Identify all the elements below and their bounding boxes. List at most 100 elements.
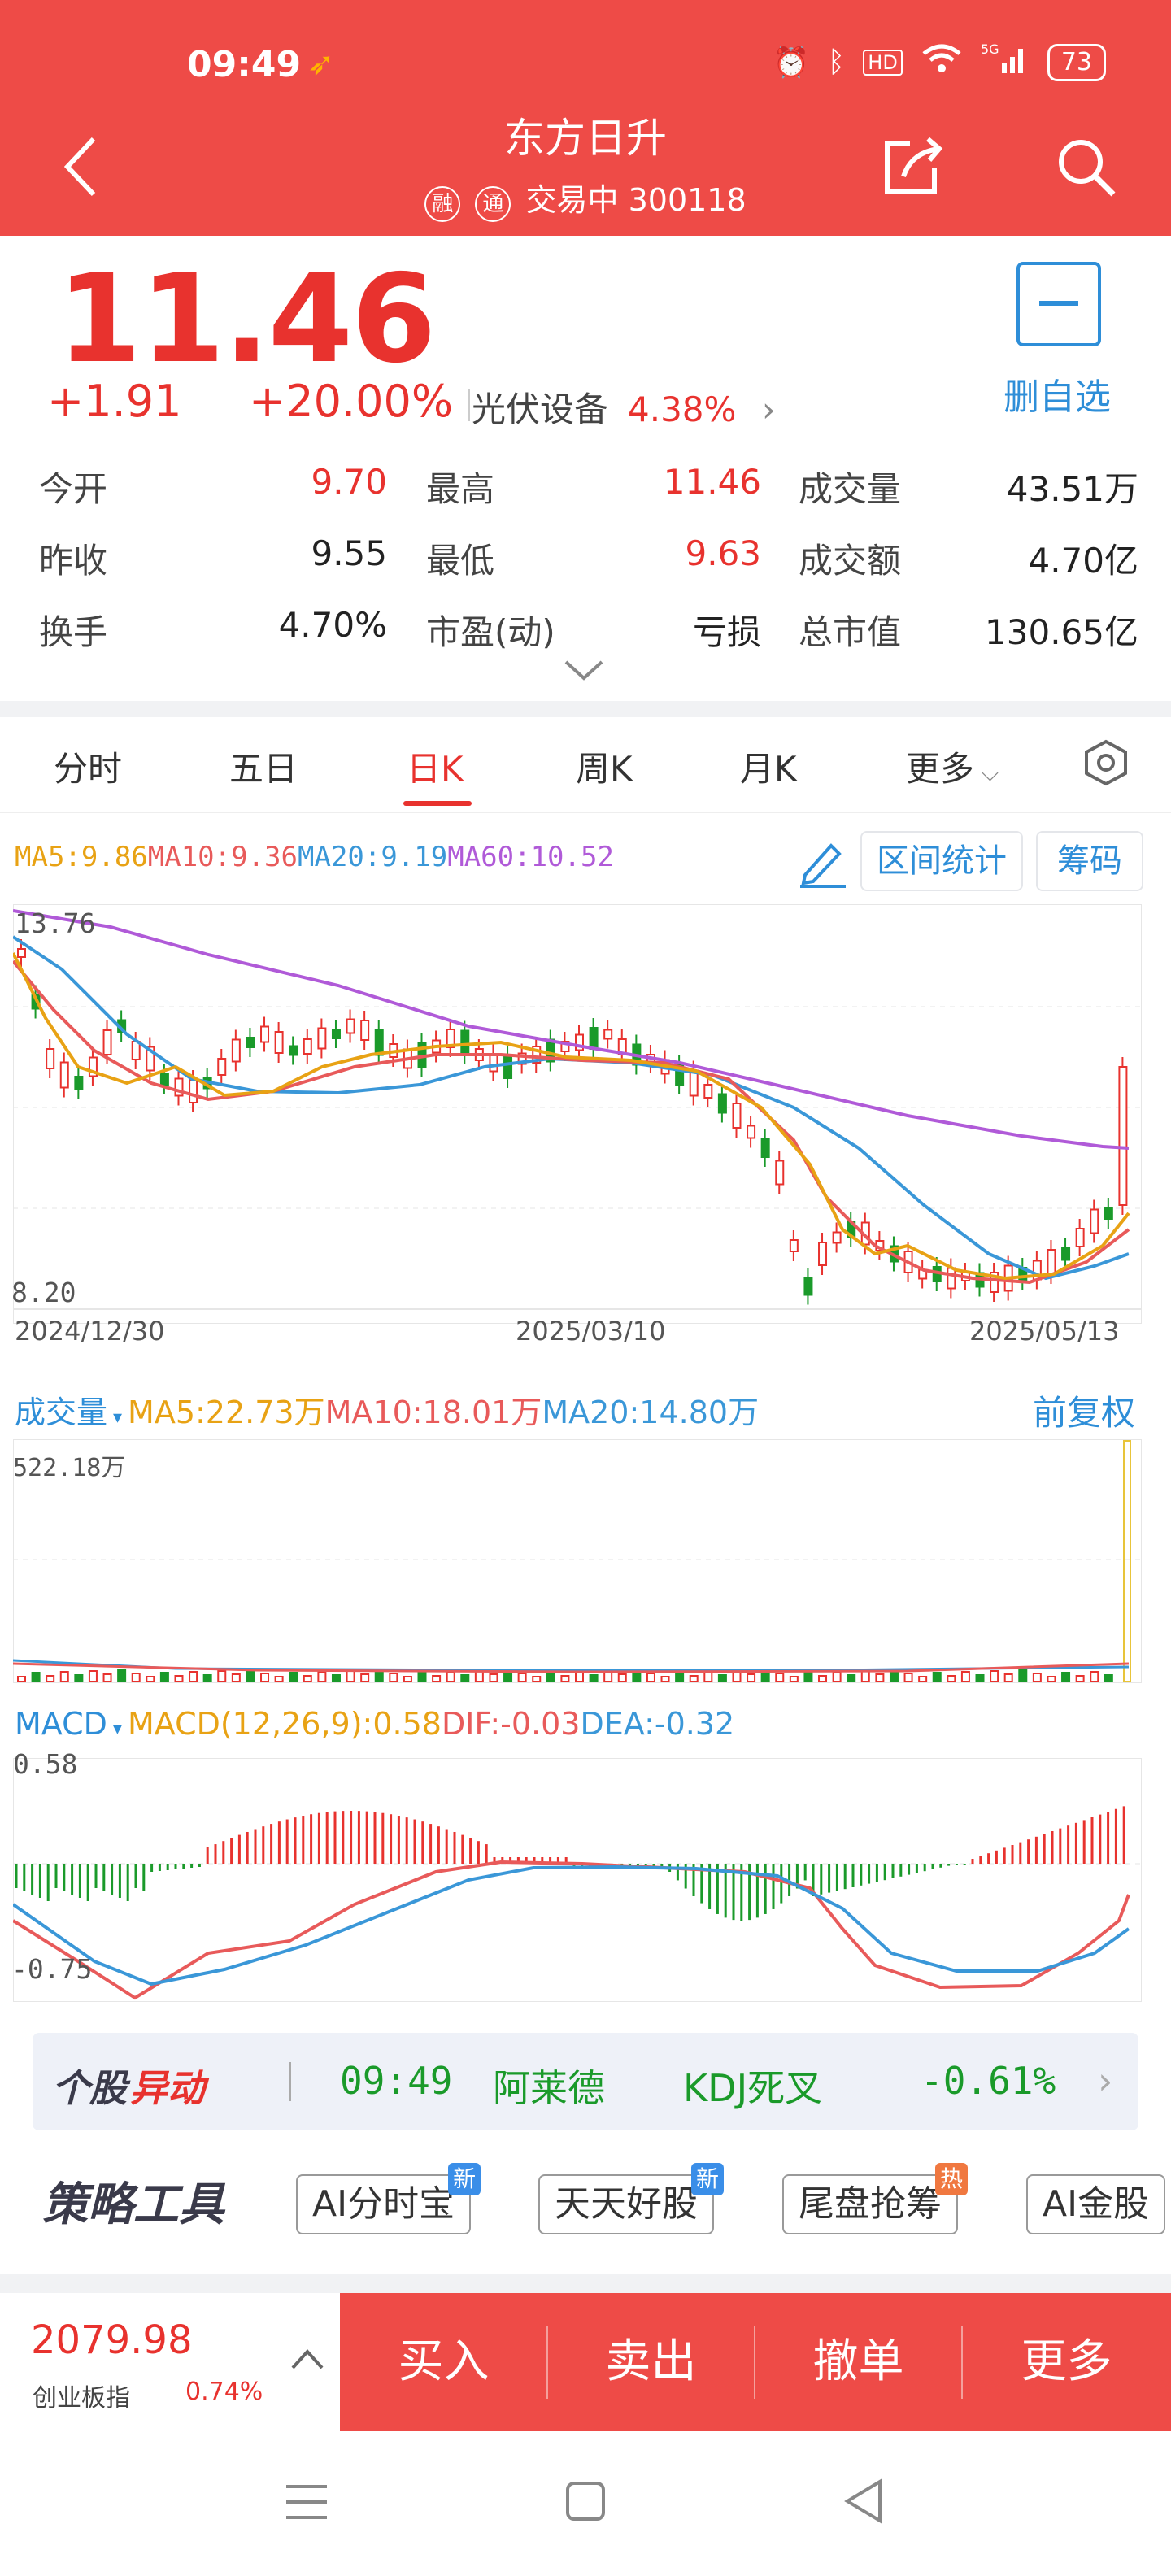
stock-movement-banner[interactable]: 个股 异动 09:49 阿莱德 KDJ死叉 -0.61% › <box>33 2033 1138 2130</box>
share-button[interactable] <box>877 130 950 203</box>
tool-late-buying[interactable]: 尾盘抢筹热 <box>782 2163 968 2234</box>
volume-bar <box>460 1674 470 1682</box>
tab-monthly-k[interactable]: 月K <box>740 749 797 789</box>
stat-label: 总市值 <box>799 612 902 652</box>
volume-chart[interactable] <box>13 1439 1142 1683</box>
more-trade-button[interactable]: 更多 <box>962 2293 1171 2431</box>
tool-daily-stocks[interactable]: 天天好股新 <box>538 2163 724 2234</box>
stat-label: 昨收 <box>39 541 108 581</box>
candle-body <box>1061 1247 1071 1261</box>
range-stats-button[interactable]: 区间统计 <box>860 831 1023 891</box>
expand-stats-button[interactable] <box>563 657 605 685</box>
stat-prev-close: 9.55 <box>311 533 387 573</box>
chevron-right-icon: › <box>1098 2059 1113 2103</box>
candle-body <box>717 1093 727 1114</box>
volume-bar <box>303 1675 312 1682</box>
candle-body <box>460 1029 470 1055</box>
chart-settings-button[interactable] <box>1082 738 1130 790</box>
candle-body <box>1047 1249 1056 1275</box>
ma10-value: MA10:9.36 <box>147 841 298 873</box>
vol-ma10: MA10:18.01万 <box>324 1395 542 1430</box>
vol-ma20: MA20:14.80万 <box>542 1395 760 1430</box>
hd-icon: HD <box>863 49 903 76</box>
volume-bar <box>46 1675 55 1682</box>
volume-bar <box>1047 1676 1056 1682</box>
tool-label: 天天好股 <box>555 2183 698 2225</box>
candle-body <box>775 1160 785 1186</box>
volume-bar <box>918 1676 928 1682</box>
home-icon[interactable] <box>564 2480 607 2522</box>
new-badge: 新 <box>448 2163 481 2195</box>
chevron-down-icon: ⌵ <box>974 759 999 786</box>
macd-y-low: -0.75 <box>11 1953 93 1985</box>
candle-body <box>331 1029 341 1039</box>
volume-indicator-select[interactable]: 成交量 ▾ <box>15 1395 128 1430</box>
stat-low: 9.63 <box>685 533 761 573</box>
connect-badge: 通 <box>475 186 511 222</box>
candle-body <box>88 1056 98 1077</box>
macd-indicator-select[interactable]: MACD ▾ <box>15 1706 128 1742</box>
sector-link[interactable]: 光伏设备 4.38% › <box>472 382 776 432</box>
dif-value: DIF:-0.03 <box>441 1706 581 1742</box>
search-button[interactable] <box>1049 130 1122 203</box>
tool-ai-golden[interactable]: AI金股 <box>1026 2174 1166 2234</box>
app-notification-icon: ➶ <box>307 46 335 83</box>
banner-logo-a: 个股 <box>52 2066 127 2110</box>
dea-line <box>13 1865 1130 1986</box>
volume-bar <box>317 1671 327 1682</box>
stat-label: 成交量 <box>799 469 902 509</box>
cancel-order-button[interactable]: 撤单 <box>755 2293 962 2431</box>
remove-favorite-label[interactable]: 删自选 <box>1003 376 1111 418</box>
draw-line-button[interactable] <box>795 834 849 891</box>
sell-button[interactable]: 卖出 <box>547 2293 755 2431</box>
volume-bar <box>360 1673 370 1682</box>
tab-five-day[interactable]: 五日 <box>229 749 298 789</box>
stat-label: 今开 <box>39 469 108 509</box>
candle-body <box>1118 1066 1128 1206</box>
back-nav-icon[interactable] <box>842 2478 885 2524</box>
adjust-mode-button[interactable]: 前复权 <box>1033 1393 1136 1433</box>
tab-daily-k[interactable]: 日K <box>407 749 464 789</box>
kline-chart[interactable] <box>13 904 1142 1324</box>
remove-favorite-button[interactable] <box>1016 262 1101 346</box>
candle-body <box>517 1052 527 1065</box>
candlesticks <box>17 939 1128 1305</box>
index-ticker[interactable]: 2079.98 创业板指 0.74% <box>0 2293 1171 2431</box>
stock-name: 东方日升 <box>504 115 667 162</box>
volume-bar <box>489 1673 498 1682</box>
sector-pct: 4.38% <box>628 389 737 429</box>
candle-body <box>760 1138 770 1158</box>
volume-bar <box>832 1671 842 1682</box>
menu-icon[interactable] <box>285 2482 329 2522</box>
signal-icon: 5G <box>981 41 1030 82</box>
tool-label: AI金股 <box>1043 2183 1150 2225</box>
back-button[interactable] <box>45 130 118 203</box>
candle-body <box>374 1029 384 1056</box>
tool-label: AI分时宝 <box>312 2183 455 2225</box>
volume-bar <box>146 1676 155 1682</box>
volume-bar <box>960 1671 970 1682</box>
volume-bar <box>1032 1673 1042 1682</box>
chip-distribution-button[interactable]: 筹码 <box>1036 831 1143 891</box>
volume-bar <box>1018 1669 1028 1682</box>
volume-bar <box>1090 1671 1099 1682</box>
tool-ai-intraday[interactable]: AI分时宝新 <box>296 2163 481 2234</box>
candle-body <box>503 1055 513 1079</box>
candle-body <box>818 1242 828 1266</box>
volume-bar <box>174 1675 184 1682</box>
trading-status-code: 交易中 300118 <box>525 182 747 218</box>
tab-more[interactable]: 更多 ⌵ <box>906 742 999 791</box>
candle-body <box>703 1084 713 1099</box>
macd-chart[interactable] <box>13 1758 1142 2002</box>
section-divider <box>0 701 1171 717</box>
stat-label: 最高 <box>426 469 495 509</box>
bluetooth-icon: ᛒ <box>827 46 846 79</box>
buy-button[interactable]: 买入 <box>340 2293 547 2431</box>
macd-histogram <box>15 1806 1125 1921</box>
volume-bar <box>231 1673 241 1682</box>
tab-intraday[interactable]: 分时 <box>54 749 123 789</box>
app-header: 09:49 ➶ ⏰ ᛒ HD 5G 73 东方日升 融 通 交易中 300118 <box>0 0 1171 236</box>
volume-bar <box>689 1675 699 1682</box>
tab-weekly-k[interactable]: 周K <box>576 749 633 789</box>
candle-body <box>789 1239 799 1252</box>
